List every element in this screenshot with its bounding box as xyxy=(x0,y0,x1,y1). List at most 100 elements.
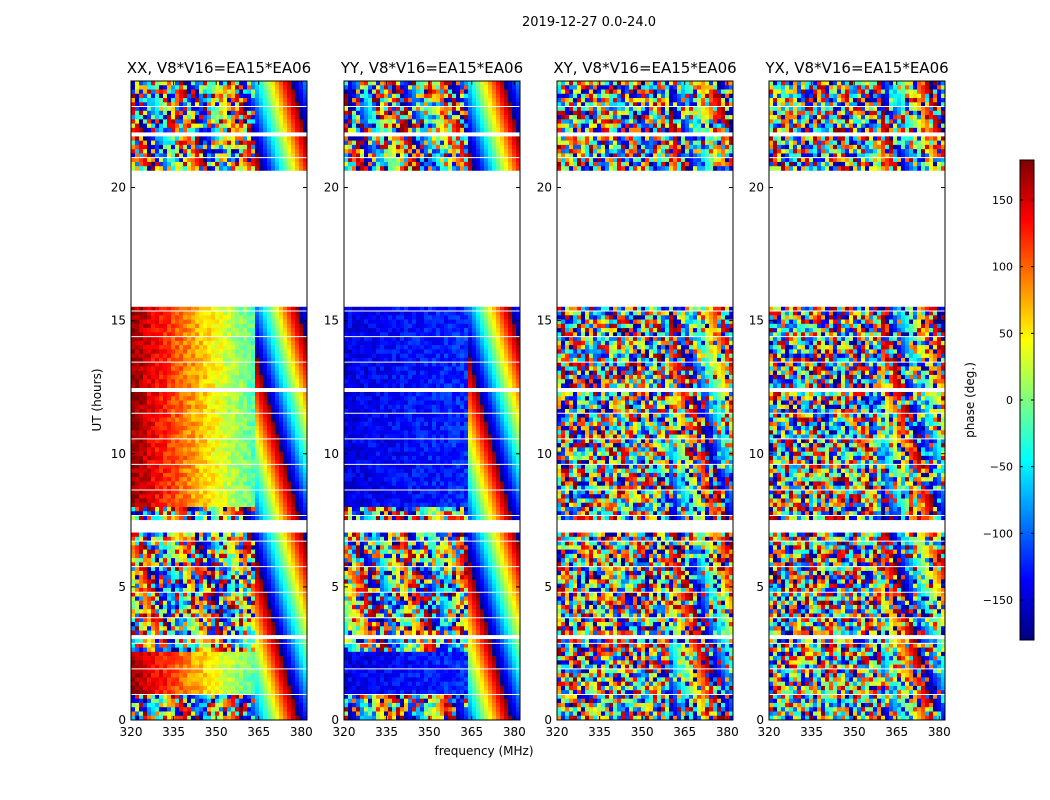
heatmap-cell xyxy=(243,472,248,478)
heatmap-cell xyxy=(251,694,256,699)
heatmap-cell xyxy=(131,438,136,444)
heatmap-cell xyxy=(263,656,268,661)
heatmap-cell xyxy=(195,630,200,636)
heatmap-cell xyxy=(251,660,256,665)
heatmap-cell xyxy=(239,664,244,670)
heatmap-cell xyxy=(151,349,156,354)
heatmap-cell xyxy=(295,613,300,619)
heatmap-cell xyxy=(231,643,236,648)
heatmap-cell xyxy=(219,562,224,567)
heatmap-cell xyxy=(183,119,188,124)
heatmap-cell xyxy=(271,570,276,576)
heatmap-cell xyxy=(243,677,248,682)
heatmap-cell xyxy=(159,613,164,619)
heatmap-cell xyxy=(147,575,152,580)
heatmap-cell xyxy=(243,498,248,504)
heatmap-cell xyxy=(263,477,268,482)
heatmap-cell xyxy=(203,626,208,631)
heatmap-cell xyxy=(227,153,232,158)
heatmap-cell xyxy=(303,613,308,619)
heatmap-cell xyxy=(299,553,304,559)
heatmap-cell xyxy=(259,102,264,107)
heatmap-cell xyxy=(303,460,308,465)
heatmap-cell xyxy=(255,379,260,384)
heatmap-cell xyxy=(295,119,300,124)
heatmap-cell xyxy=(159,106,164,112)
heatmap-cell xyxy=(235,498,240,504)
heatmap-cell xyxy=(295,81,300,86)
heatmap-cell xyxy=(183,383,188,389)
heatmap-cell xyxy=(187,685,192,691)
heatmap-cell xyxy=(215,536,220,542)
heatmap-cell xyxy=(223,370,228,376)
heatmap-cell xyxy=(247,157,252,163)
heatmap-cell xyxy=(239,707,244,712)
heatmap-cell xyxy=(199,660,204,665)
heatmap-cell xyxy=(131,391,136,397)
heatmap-cell xyxy=(183,694,188,699)
heatmap-cell xyxy=(155,622,160,627)
heatmap-cell xyxy=(191,409,196,414)
heatmap-cell xyxy=(223,404,228,410)
heatmap-cell xyxy=(175,447,180,452)
heatmap-cell xyxy=(239,153,244,158)
heatmap-cell xyxy=(263,549,268,555)
heatmap-cell xyxy=(239,417,244,423)
heatmap-cell xyxy=(215,447,220,452)
heatmap-cell xyxy=(203,438,208,444)
heatmap-cell xyxy=(239,498,244,504)
heatmap-cell xyxy=(263,426,268,431)
heatmap-cell xyxy=(255,489,260,495)
heatmap-cell xyxy=(231,438,236,444)
heatmap-cell xyxy=(283,323,288,329)
heatmap-cell xyxy=(239,119,244,124)
heatmap-cell xyxy=(271,630,276,636)
heatmap-cell xyxy=(199,477,204,482)
heatmap-cell xyxy=(275,545,280,550)
heatmap-cell xyxy=(219,451,224,457)
heatmap-cell xyxy=(175,85,180,90)
heatmap-cell xyxy=(219,443,224,448)
heatmap-cell xyxy=(131,494,136,499)
heatmap-cell xyxy=(219,643,224,648)
heatmap-cell xyxy=(275,306,280,312)
heatmap-cell xyxy=(187,451,192,457)
heatmap-cell xyxy=(223,115,228,120)
heatmap-cell xyxy=(231,711,236,717)
heatmap-cell xyxy=(211,507,216,512)
heatmap-cell xyxy=(183,85,188,90)
heatmap-cell xyxy=(131,570,136,576)
heatmap-cell xyxy=(287,698,292,704)
heatmap-cell xyxy=(155,443,160,448)
heatmap-cell xyxy=(139,438,144,444)
heatmap-cell xyxy=(295,600,300,606)
heatmap-cell xyxy=(247,592,252,597)
heatmap-cell xyxy=(215,647,220,653)
heatmap-cell xyxy=(267,323,272,329)
heatmap-cell xyxy=(183,396,188,401)
heatmap-cell xyxy=(199,396,204,401)
heatmap-cell xyxy=(243,651,248,657)
heatmap-cell xyxy=(131,328,136,333)
heatmap-cell xyxy=(151,400,156,406)
heatmap-cell xyxy=(155,558,160,563)
heatmap-cell xyxy=(131,460,136,465)
heatmap-cell xyxy=(259,447,264,452)
heatmap-cell xyxy=(239,127,244,133)
heatmap-cell xyxy=(207,609,212,614)
heatmap-cell xyxy=(295,85,300,90)
heatmap-cell xyxy=(147,400,152,406)
heatmap-cell xyxy=(143,157,148,163)
heatmap-cell xyxy=(183,609,188,614)
heatmap-cell xyxy=(247,311,252,316)
heatmap-cell xyxy=(279,106,284,112)
heatmap-cell xyxy=(207,673,212,678)
heatmap-cell xyxy=(235,489,240,495)
heatmap-cell xyxy=(227,447,232,452)
heatmap-cell xyxy=(279,617,284,623)
heatmap-cell xyxy=(155,511,160,516)
heatmap-cell xyxy=(299,698,304,704)
heatmap-cell xyxy=(203,596,208,602)
heatmap-cell xyxy=(139,157,144,163)
heatmap-cell xyxy=(183,443,188,448)
